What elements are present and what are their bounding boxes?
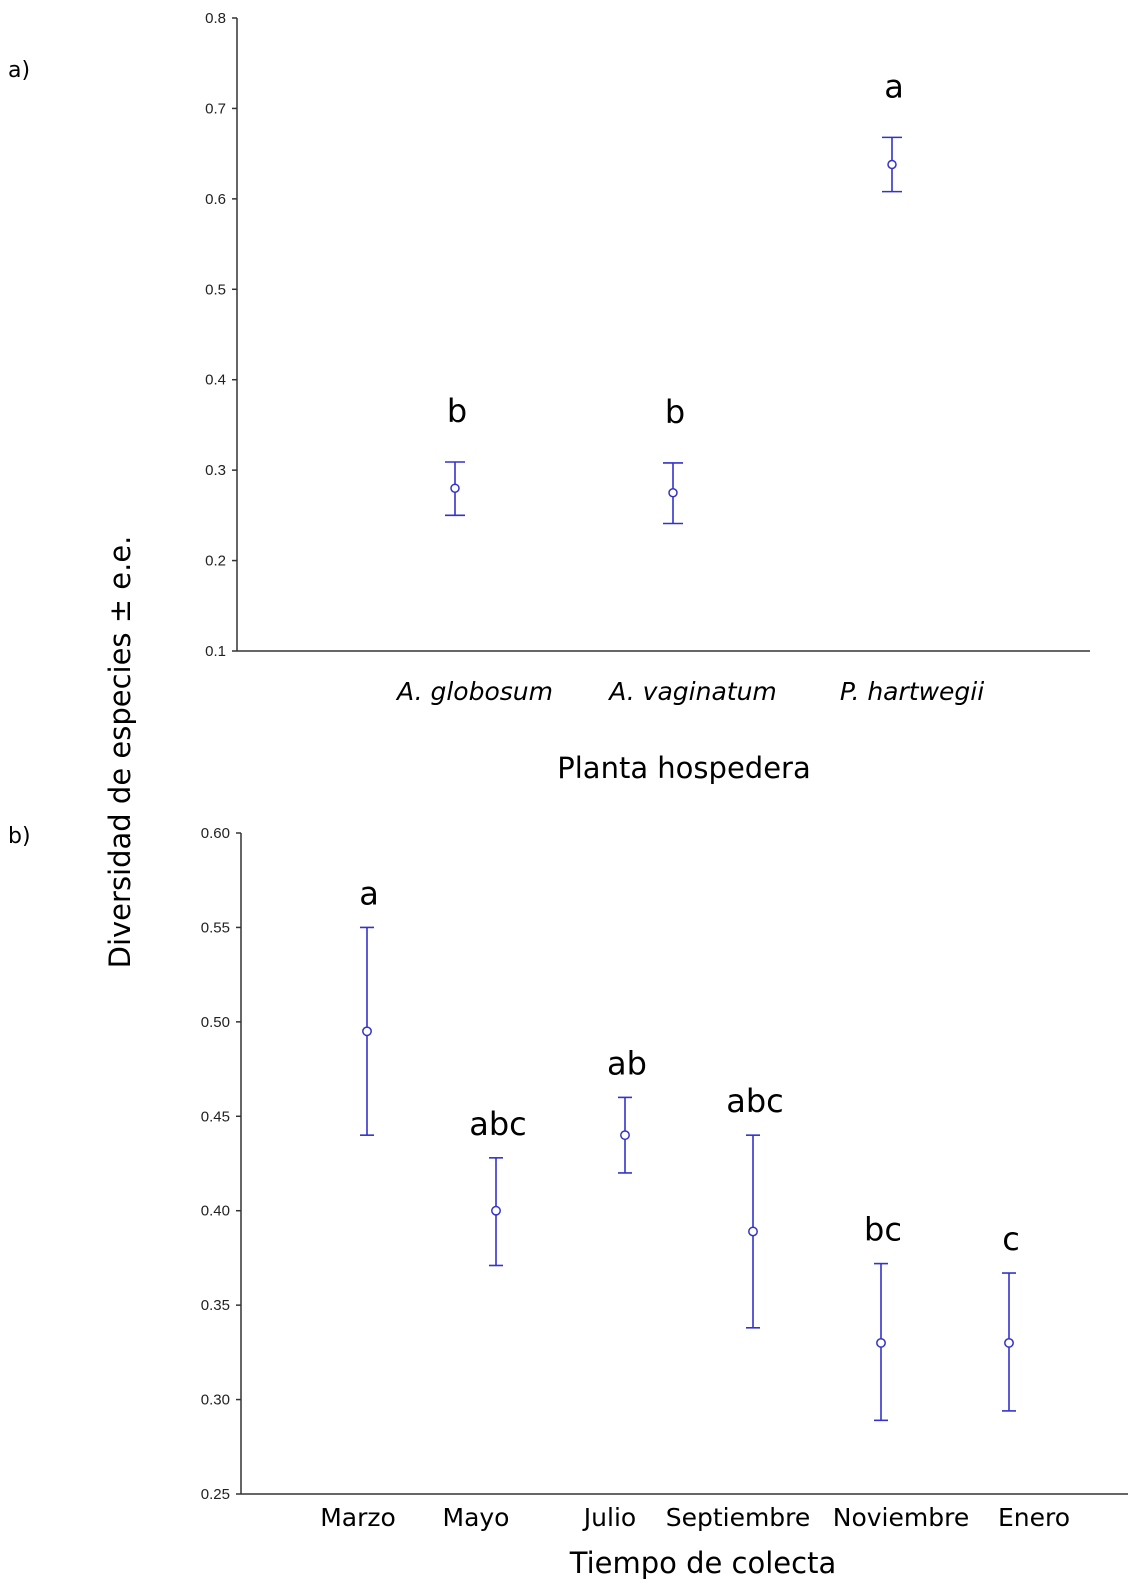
x-category-label: Marzo: [320, 1503, 396, 1532]
significance-letter: abc: [726, 1082, 784, 1120]
significance-letter: c: [1002, 1220, 1020, 1258]
mean-point: [876, 1337, 886, 1348]
mean-point: [668, 488, 678, 498]
y-tick-label: 0.60: [201, 825, 230, 842]
y-tick-label: 0.6: [205, 191, 226, 208]
x-category-label: A. globosum: [395, 677, 553, 706]
panel-b-collection-time: 0.25 0.30 0.35 0.40 0.45 0.50 0.55 0.60 b) Marzo M…: [8, 824, 1128, 1580]
panel-label: a): [8, 58, 30, 83]
x-category-label: P. hartwegii: [840, 677, 984, 706]
x-category-label: Julio: [582, 1503, 636, 1532]
significance-letter: b: [447, 392, 467, 430]
y-tick-label: 0.35: [201, 1297, 230, 1314]
x-axis-title: Tiempo de colecta: [569, 1546, 836, 1580]
panel-a-host-plant: 0.1 0.2 0.3 0.4 0.5 0.6 0.7 0.8 a) A. globosum A. …: [8, 10, 1090, 785]
y-axis-title: Diversidad de especies ± e.e.: [103, 536, 137, 969]
x-category-label: Enero: [998, 1503, 1070, 1532]
significance-letter: b: [665, 393, 685, 431]
mean-point: [362, 1026, 372, 1037]
y-tick-label: 0.25: [201, 1486, 230, 1503]
y-tick-label: 0.50: [201, 1014, 230, 1031]
y-tick-label: 0.55: [201, 919, 230, 936]
mean-point: [450, 483, 460, 493]
y-tick-label: 0.40: [201, 1203, 230, 1220]
mean-point: [748, 1226, 758, 1237]
significance-letter: a: [359, 874, 379, 912]
panel-label: b): [8, 824, 31, 849]
x-category-label: Noviembre: [833, 1503, 969, 1532]
y-tick-label: 0.45: [201, 1108, 230, 1125]
x-category-label: Septiembre: [666, 1503, 811, 1532]
significance-letter: a: [884, 67, 904, 105]
y-tick-label: 0.2: [205, 553, 226, 570]
x-category-label: Mayo: [443, 1503, 510, 1532]
significance-letter: bc: [864, 1211, 902, 1249]
y-tick-label: 0.8: [205, 10, 226, 27]
y-tick-label: 0.3: [205, 462, 226, 479]
significance-letter: ab: [607, 1044, 647, 1082]
mean-point: [620, 1130, 630, 1141]
y-tick-label: 0.1: [205, 643, 226, 660]
y-tick-label: 0.7: [205, 100, 226, 117]
significance-letter: abc: [469, 1105, 527, 1143]
y-tick-label: 0.5: [205, 281, 226, 298]
x-category-label: A. vaginatum: [607, 677, 777, 706]
y-tick-label: 0.4: [205, 372, 226, 389]
y-tick-label: 0.30: [201, 1392, 230, 1409]
mean-point: [491, 1205, 501, 1216]
x-axis-title: Planta hospedera: [557, 751, 810, 785]
mean-point: [1004, 1337, 1014, 1348]
mean-point: [887, 159, 897, 170]
